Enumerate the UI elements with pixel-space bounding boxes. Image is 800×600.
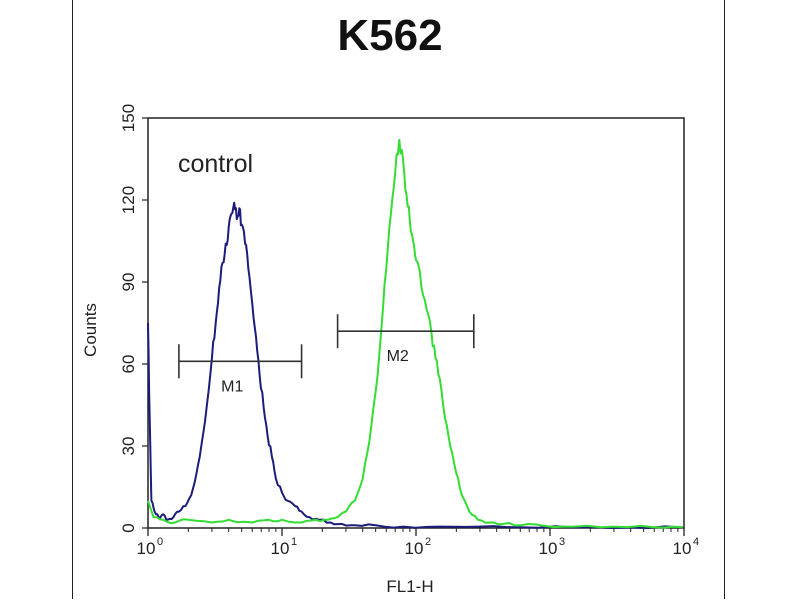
control-annotation: control: [178, 150, 253, 178]
y-tick-label: 120: [119, 186, 138, 214]
x-tick-exponent: 4: [693, 536, 699, 548]
x-tick-exponent: 1: [291, 536, 297, 548]
sample-series-line: [147, 138, 683, 529]
gate-label: M2: [387, 348, 409, 365]
gate-layer: M1 M2: [178, 314, 475, 395]
gate-marker-m2: M2: [336, 314, 475, 365]
y-tick-label: 60: [119, 355, 138, 374]
x-tick-base: 10: [137, 539, 156, 558]
y-tick-label: 30: [119, 437, 138, 456]
x-tick-base: 10: [539, 539, 558, 558]
gate-label: M1: [221, 378, 243, 395]
y-axis: 0 30 60 90 120 150: [119, 104, 148, 533]
figure-frame: [72, 0, 725, 599]
y-axis-label: Counts: [81, 303, 100, 357]
series-layer: [147, 138, 683, 529]
x-tick-base: 10: [271, 539, 290, 558]
gate-marker-m1: M1: [178, 344, 303, 395]
chart-title: K562: [337, 11, 442, 60]
y-tick-label: 150: [119, 104, 138, 132]
x-tick-base: 10: [405, 539, 424, 558]
x-axis: 10 0 10 1 10 2 10 3 10 4: [137, 528, 699, 558]
x-tick-exponent: 0: [157, 536, 163, 548]
plot-area: [147, 117, 685, 529]
y-tick-label: 90: [119, 273, 138, 292]
x-tick-base: 10: [673, 539, 692, 558]
y-tick-label: 0: [119, 523, 138, 532]
plot-border: [147, 117, 685, 529]
x-tick-exponent: 3: [559, 536, 565, 548]
x-axis-label: FL1-H: [386, 577, 433, 596]
x-tick-exponent: 2: [425, 536, 431, 548]
control-series-line: [147, 201, 683, 529]
